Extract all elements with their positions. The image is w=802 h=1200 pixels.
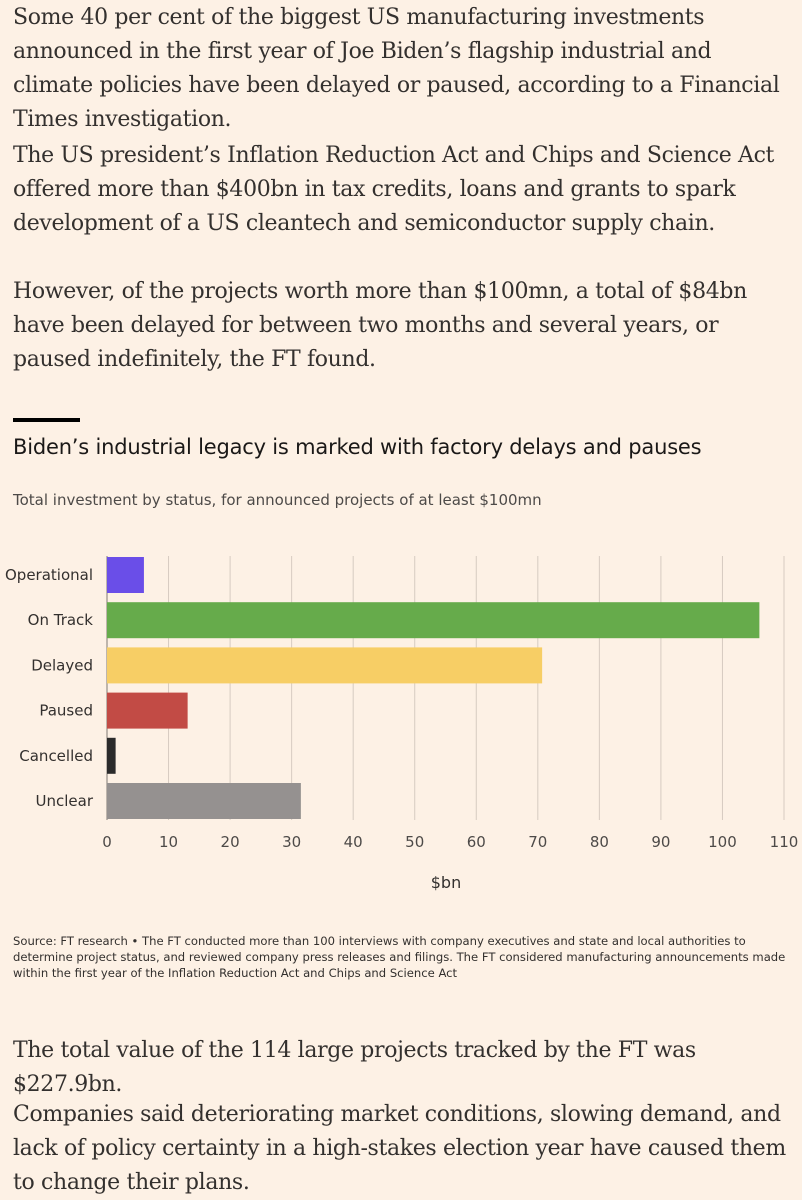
- category-label: Paused: [39, 702, 93, 720]
- article-paragraph-2: The US president’s Inflation Reduction A…: [13, 143, 775, 236]
- bar-delayed: [107, 647, 543, 684]
- chart-top-rule: [13, 418, 80, 422]
- x-tick-label: 100: [708, 833, 737, 851]
- x-tick-label: 80: [590, 833, 609, 851]
- bar-cancelled: [107, 737, 116, 774]
- category-label: Cancelled: [19, 747, 93, 765]
- category-label: Unclear: [36, 792, 94, 810]
- article-paragraph-1: Some 40 per cent of the biggest US manuf…: [13, 5, 780, 132]
- bar-chart: Operational On Track Delayed Paused Cancelle…: [5, 556, 798, 892]
- x-tick-label: 20: [221, 833, 240, 851]
- bar-paused: [107, 692, 188, 729]
- bar-unclear: [107, 783, 301, 819]
- category-label: Delayed: [31, 656, 93, 674]
- article-paragraph-5: Companies said deteriorating market cond…: [13, 1102, 786, 1195]
- article-paragraph-3: However, of the projects worth more than…: [13, 279, 747, 372]
- chart-source-note: Source: FT research • The FT conducted m…: [13, 934, 786, 980]
- category-label: On Track: [28, 611, 94, 629]
- x-tick-label: 10: [159, 833, 178, 851]
- x-tick-label: 90: [651, 833, 670, 851]
- x-tick-label: 0: [102, 833, 112, 851]
- x-tick-label: 60: [467, 833, 486, 851]
- x-tick-label: 40: [344, 833, 363, 851]
- chart-title: Biden’s industrial legacy is marked with…: [13, 435, 702, 459]
- x-tick-label: 110: [770, 833, 799, 851]
- bar-operational: [107, 557, 144, 593]
- bar-on-track: [107, 602, 760, 639]
- article-paragraph-4: The total value of the 114 large project…: [13, 1038, 696, 1097]
- x-tick-label: 70: [528, 833, 547, 851]
- x-tick-label: 30: [282, 833, 301, 851]
- x-tick-label: 50: [405, 833, 424, 851]
- chart-x-tick-labels: 0 10 20 30 40 50 60 70 80 90 100 110: [102, 833, 798, 851]
- category-label: Operational: [5, 566, 93, 584]
- x-axis-label: $bn: [431, 873, 461, 892]
- chart-bars: [107, 557, 760, 819]
- chart-category-labels: Operational On Track Delayed Paused Cancelle…: [5, 566, 94, 810]
- chart-gridlines: [106, 556, 785, 820]
- chart-subtitle: Total investment by status, for announce…: [13, 491, 542, 509]
